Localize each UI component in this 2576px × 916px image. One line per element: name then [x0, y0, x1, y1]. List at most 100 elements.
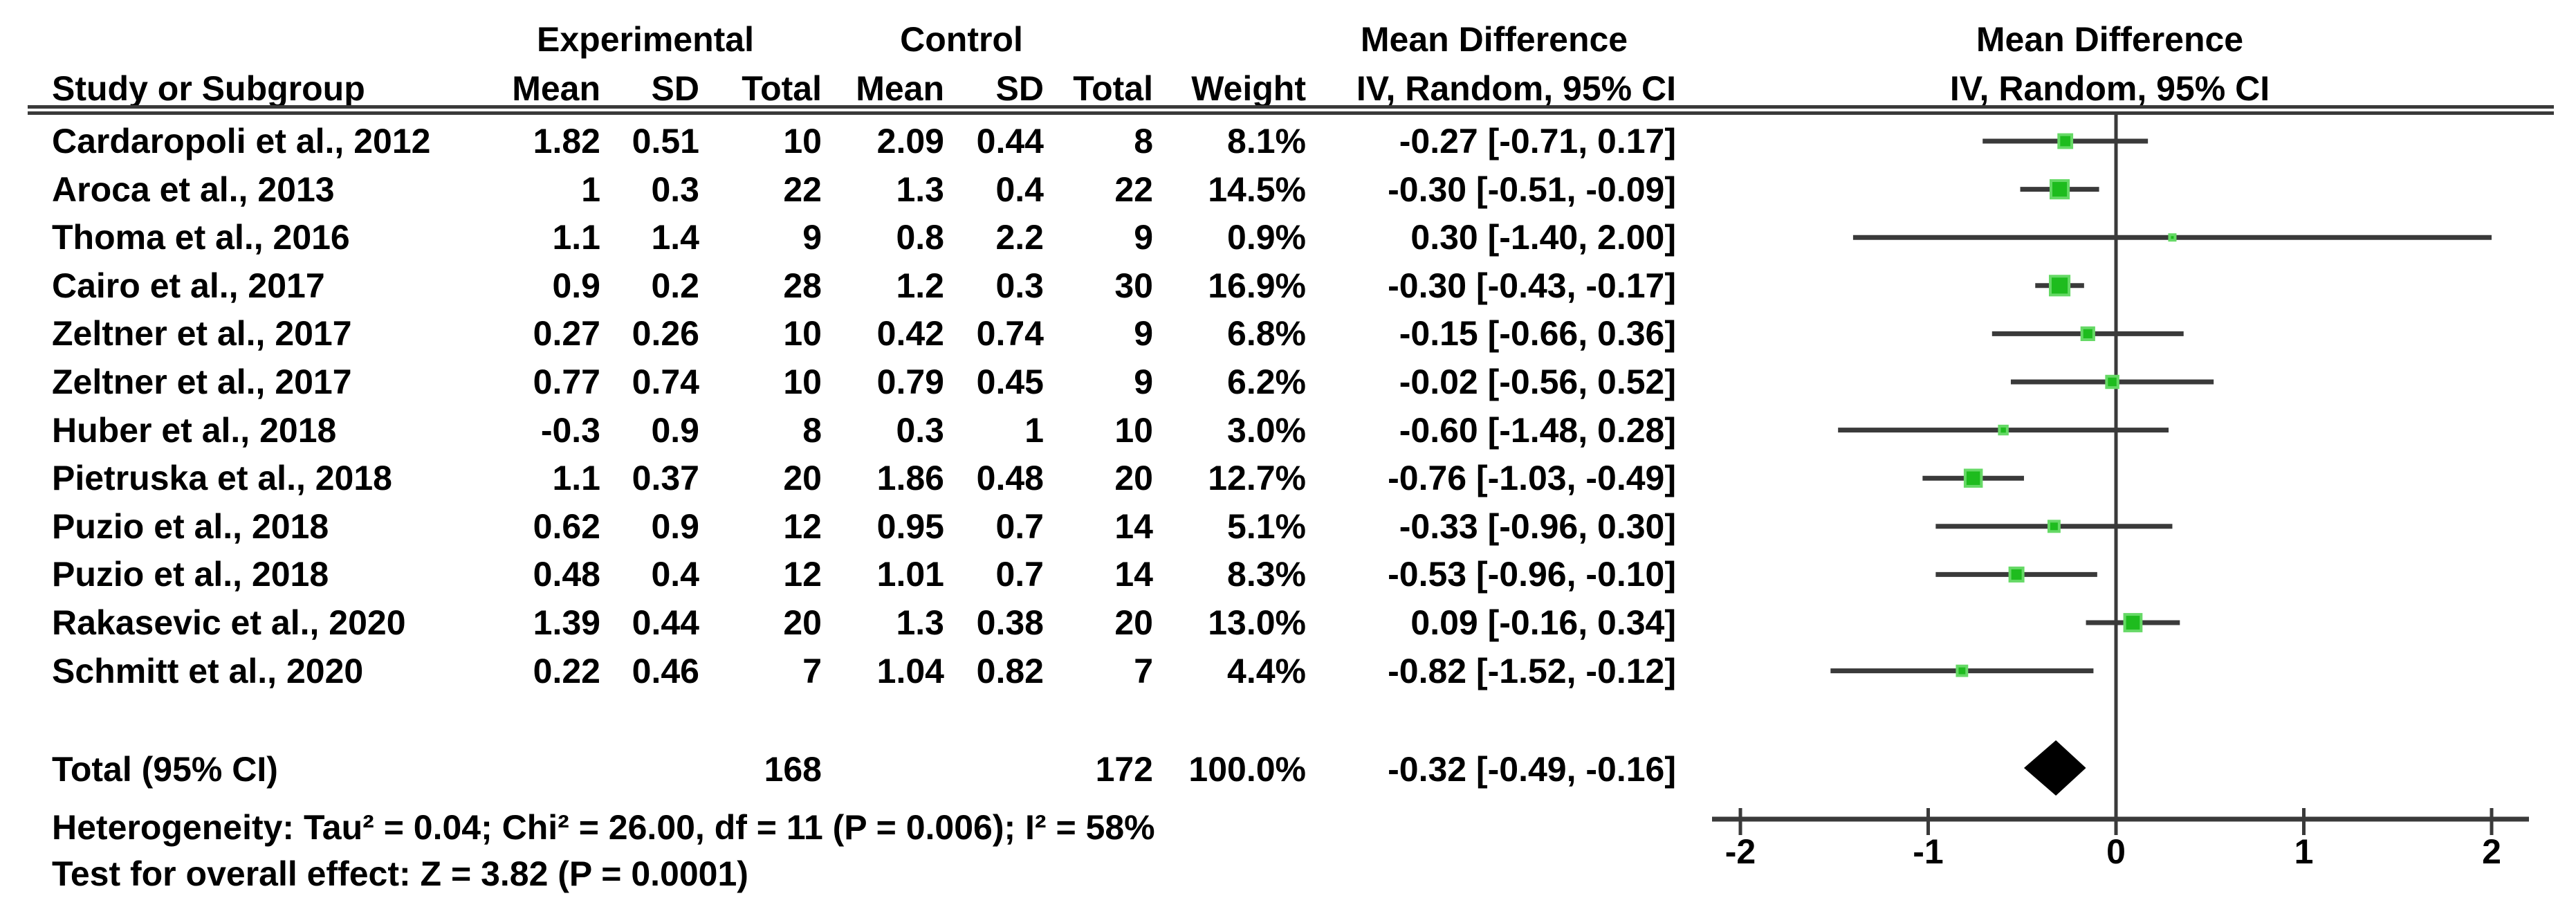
header-rule	[28, 105, 2554, 115]
heterogeneity-note: Heterogeneity: Tau² = 0.04; Chi² = 26.00…	[52, 808, 1155, 847]
ctrl-mean-cell: 1.01	[876, 555, 944, 594]
total-ci-text: -0.32 [-0.49, -0.16]	[1388, 750, 1676, 789]
exp-mean-cell: -0.3	[540, 411, 600, 450]
axis-tick-label: 2	[2482, 832, 2501, 871]
weight-cell: 8.3%	[1227, 555, 1306, 594]
ctrl-sd-cell: 1	[1024, 411, 1044, 450]
effect-marker	[2008, 566, 2025, 583]
ci-text-cell: -0.30 [-0.43, -0.17]	[1388, 266, 1676, 305]
total-label: Total (95% CI)	[52, 750, 278, 789]
col-header-ctrl-total: Total	[1073, 69, 1153, 108]
ctrl-total-cell: 30	[1114, 266, 1153, 305]
ci-text-cell: 0.09 [-0.16, 0.34]	[1410, 603, 1676, 642]
study-row: Zeltner et al., 2017 0.77 0.74 10 0.79 0.45 9 6…	[0, 358, 2576, 406]
ci-text-cell: -0.27 [-0.71, 0.17]	[1399, 122, 1676, 161]
exp-total-cell: 10	[783, 363, 822, 401]
effect-marker	[2047, 520, 2061, 533]
exp-sd-cell: 0.2	[651, 266, 699, 305]
ctrl-total-cell: 7	[1134, 652, 1153, 690]
ctrl-mean-cell: 0.8	[896, 218, 944, 257]
exp-total-cell: 9	[802, 218, 822, 257]
col-header-weight: Weight	[1191, 69, 1306, 108]
ci-text-cell: -0.30 [-0.51, -0.09]	[1388, 170, 1676, 209]
col-header-exp-total: Total	[742, 69, 822, 108]
exp-sd-cell: 0.4	[651, 555, 699, 594]
ctrl-total-cell: 14	[1114, 555, 1153, 594]
study-name: Thoma et al., 2016	[52, 218, 350, 257]
ctrl-sd-cell: 0.38	[976, 603, 1044, 642]
total-exp-total: 168	[764, 750, 822, 789]
exp-total-cell: 10	[783, 314, 822, 353]
effect-marker	[2105, 374, 2119, 390]
total-weight: 100.0%	[1188, 750, 1306, 789]
ctrl-sd-cell: 0.44	[976, 122, 1044, 161]
col-header-ci-plot: IV, Random, 95% CI	[1949, 69, 2270, 108]
ctrl-mean-cell: 1.3	[896, 170, 944, 209]
study-name: Schmitt et al., 2020	[52, 652, 364, 690]
ctrl-mean-cell: 1.04	[876, 652, 944, 690]
weight-cell: 5.1%	[1227, 507, 1306, 546]
exp-sd-cell: 0.9	[651, 411, 699, 450]
col-header-exp-mean: Mean	[512, 69, 600, 108]
col-header-study: Study or Subgroup	[52, 69, 365, 108]
ci-text-cell: -0.33 [-0.96, 0.30]	[1399, 507, 1676, 546]
effect-marker	[2049, 179, 2070, 200]
effect-marker	[2123, 613, 2143, 632]
exp-sd-cell: 0.46	[632, 652, 699, 690]
ctrl-sd-cell: 0.82	[976, 652, 1044, 690]
header-control-group: Control	[900, 20, 1023, 59]
ci-text-cell: -0.82 [-1.52, -0.12]	[1388, 652, 1676, 690]
effect-marker	[2057, 133, 2074, 149]
header-experimental-group: Experimental	[536, 20, 755, 59]
exp-mean-cell: 1.39	[533, 603, 600, 642]
weight-cell: 14.5%	[1208, 170, 1306, 209]
exp-sd-cell: 0.3	[651, 170, 699, 209]
effect-marker	[2080, 326, 2095, 342]
ctrl-total-cell: 8	[1134, 122, 1153, 161]
axis-tick-label: -2	[1725, 832, 1756, 871]
ctrl-total-cell: 9	[1134, 363, 1153, 401]
exp-mean-cell: 1	[581, 170, 600, 209]
exp-total-cell: 7	[802, 652, 822, 690]
ctrl-sd-cell: 0.4	[995, 170, 1044, 209]
effect-marker	[1963, 468, 1983, 488]
ctrl-mean-cell: 1.2	[896, 266, 944, 305]
study-row: Cardaropoli et al., 2012 1.82 0.51 10 2.09 0.…	[0, 117, 2576, 165]
exp-mean-cell: 0.62	[533, 507, 600, 546]
weight-cell: 6.2%	[1227, 363, 1306, 401]
study-name: Zeltner et al., 2017	[52, 363, 352, 401]
ctrl-total-cell: 14	[1114, 507, 1153, 546]
exp-mean-cell: 0.77	[533, 363, 600, 401]
col-header-ci-text: IV, Random, 95% CI	[1356, 69, 1676, 108]
exp-sd-cell: 0.26	[632, 314, 699, 353]
weight-cell: 6.8%	[1227, 314, 1306, 353]
exp-mean-cell: 0.9	[552, 266, 600, 305]
exp-sd-cell: 0.37	[632, 459, 699, 497]
ctrl-mean-cell: 0.95	[876, 507, 944, 546]
exp-total-cell: 12	[783, 507, 822, 546]
axis-tick-label: 0	[2106, 832, 2126, 871]
exp-total-cell: 28	[783, 266, 822, 305]
study-name: Zeltner et al., 2017	[52, 314, 352, 353]
study-row: Aroca et al., 2013 1 0.3 22 1.3 0.4 22 14.5% -0.…	[0, 165, 2576, 214]
exp-total-cell: 10	[783, 122, 822, 161]
header-mean-difference-text: Mean Difference	[1360, 20, 1628, 59]
study-row: Puzio et al., 2018 0.62 0.9 12 0.95 0.7 14 5.1%…	[0, 502, 2576, 551]
col-header-exp-sd: SD	[651, 69, 699, 108]
study-row: Cairo et al., 2017 0.9 0.2 28 1.2 0.3 30 16.9% -…	[0, 262, 2576, 310]
exp-mean-cell: 1.1	[552, 459, 600, 497]
exp-sd-cell: 1.4	[651, 218, 699, 257]
ctrl-mean-cell: 1.3	[896, 603, 944, 642]
exp-total-cell: 20	[783, 603, 822, 642]
exp-mean-cell: 0.27	[533, 314, 600, 353]
exp-sd-cell: 0.44	[632, 603, 699, 642]
ci-text-cell: -0.02 [-0.56, 0.52]	[1399, 363, 1676, 401]
col-header-ctrl-mean: Mean	[856, 69, 944, 108]
exp-total-cell: 12	[783, 555, 822, 594]
effect-marker	[2168, 233, 2177, 242]
weight-cell: 0.9%	[1227, 218, 1306, 257]
exp-sd-cell: 0.9	[651, 507, 699, 546]
axis-tick-label: -1	[1913, 832, 1943, 871]
exp-mean-cell: 0.48	[533, 555, 600, 594]
